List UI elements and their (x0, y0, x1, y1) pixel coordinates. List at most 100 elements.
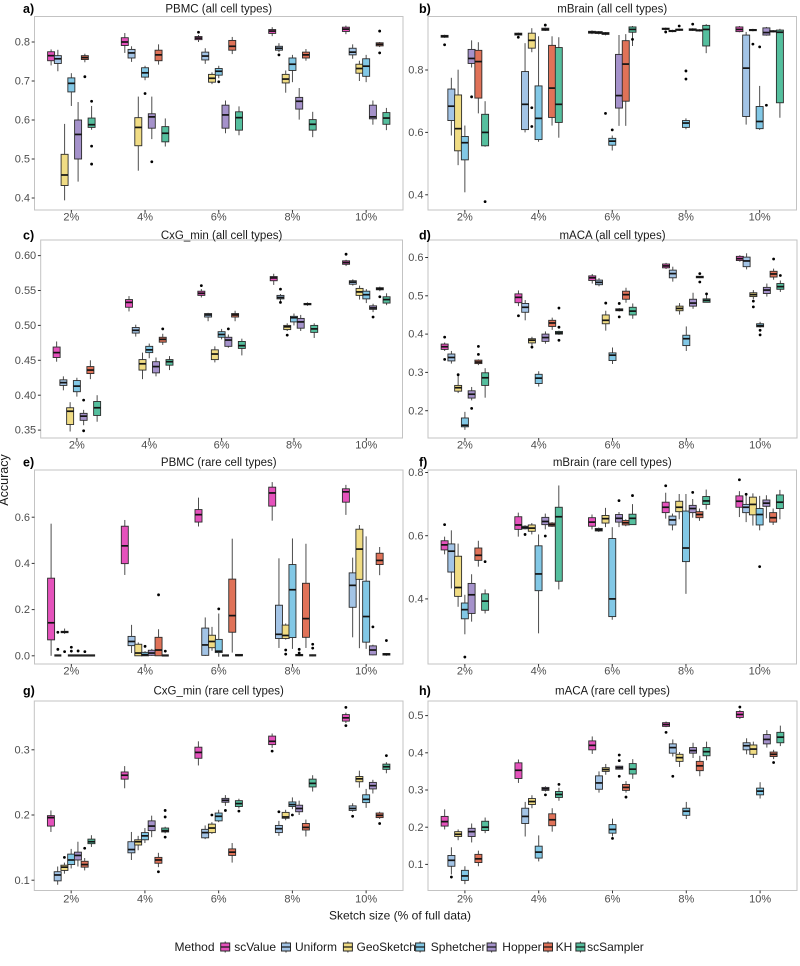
svg-text:0.4: 0.4 (408, 329, 423, 341)
svg-text:0.4: 0.4 (15, 558, 30, 570)
svg-text:0.8: 0.8 (408, 467, 423, 479)
svg-text:0.6: 0.6 (408, 530, 423, 542)
svg-text:2%: 2% (457, 666, 473, 678)
svg-text:6%: 6% (605, 894, 621, 906)
svg-text:8%: 8% (284, 212, 300, 224)
svg-text:4%: 4% (137, 212, 153, 224)
svg-text:0.5: 0.5 (15, 154, 30, 166)
svg-text:2%: 2% (63, 894, 79, 906)
svg-text:g): g) (23, 684, 35, 698)
svg-text:0.60: 0.60 (15, 250, 36, 262)
svg-text:mBrain (all cell types): mBrain (all cell types) (557, 4, 667, 16)
svg-text:8%: 8% (678, 894, 694, 906)
svg-text:6%: 6% (604, 212, 620, 224)
svg-text:f): f) (419, 456, 427, 470)
svg-text:b): b) (419, 2, 431, 16)
svg-text:0.3: 0.3 (408, 367, 423, 379)
svg-text:0.50: 0.50 (15, 320, 36, 332)
svg-text:4%: 4% (137, 894, 153, 906)
svg-text:0.8: 0.8 (408, 65, 423, 77)
svg-text:4%: 4% (531, 894, 547, 906)
svg-text:a): a) (23, 2, 34, 16)
svg-text:0.2: 0.2 (15, 604, 30, 616)
svg-text:10%: 10% (355, 212, 377, 224)
svg-text:scValue: scValue (234, 940, 276, 954)
svg-text:10%: 10% (355, 666, 377, 678)
svg-text:2%: 2% (457, 894, 473, 906)
svg-text:GeoSketch: GeoSketch (357, 940, 416, 954)
svg-text:6%: 6% (211, 212, 227, 224)
svg-text:4%: 4% (137, 666, 153, 678)
svg-text:0.4: 0.4 (408, 594, 423, 606)
svg-text:PBMC (all cell types): PBMC (all cell types) (165, 4, 272, 16)
svg-text:6%: 6% (604, 666, 620, 678)
svg-text:0.6: 0.6 (15, 115, 30, 127)
svg-text:scSampler: scSampler (587, 940, 644, 954)
svg-text:0.2: 0.2 (408, 405, 423, 417)
svg-text:10%: 10% (355, 894, 377, 906)
svg-text:8%: 8% (286, 440, 302, 452)
svg-text:0.6: 0.6 (408, 252, 423, 264)
svg-text:mBrain (rare cell types): mBrain (rare cell types) (553, 457, 672, 469)
svg-text:c): c) (23, 229, 34, 243)
svg-text:0.40: 0.40 (15, 390, 36, 402)
svg-text:Accuracy: Accuracy (0, 454, 11, 506)
svg-text:2%: 2% (457, 440, 473, 452)
svg-text:0.5: 0.5 (408, 290, 423, 302)
svg-text:10%: 10% (749, 666, 771, 678)
svg-text:4%: 4% (141, 440, 157, 452)
svg-text:8%: 8% (678, 212, 694, 224)
svg-text:mACA (all cell types): mACA (all cell types) (559, 230, 665, 242)
svg-text:0.1: 0.1 (408, 859, 423, 871)
svg-text:h): h) (419, 684, 431, 698)
svg-text:0.5: 0.5 (408, 710, 423, 722)
svg-text:Sphetcher: Sphetcher (431, 940, 486, 954)
svg-text:d): d) (419, 229, 431, 243)
svg-text:10%: 10% (355, 440, 377, 452)
svg-text:0.3: 0.3 (15, 744, 30, 756)
svg-text:2%: 2% (457, 212, 473, 224)
svg-text:6%: 6% (211, 666, 227, 678)
svg-text:PBMC (rare cell types): PBMC (rare cell types) (161, 457, 277, 469)
svg-text:CxG_min (rare cell types): CxG_min (rare cell types) (153, 686, 284, 698)
svg-text:2%: 2% (63, 212, 79, 224)
svg-text:6%: 6% (605, 440, 621, 452)
svg-text:8%: 8% (678, 440, 694, 452)
svg-text:0.2: 0.2 (15, 810, 30, 822)
svg-text:0.3: 0.3 (408, 785, 423, 797)
svg-text:0.4: 0.4 (408, 189, 423, 201)
svg-text:0.2: 0.2 (408, 822, 423, 834)
svg-text:0.7: 0.7 (15, 76, 30, 88)
svg-text:2%: 2% (69, 440, 85, 452)
svg-text:Hopper: Hopper (502, 940, 541, 954)
svg-text:Uniform: Uniform (295, 940, 337, 954)
svg-text:4%: 4% (531, 666, 547, 678)
svg-text:10%: 10% (749, 212, 771, 224)
svg-text:4%: 4% (531, 440, 547, 452)
svg-text:0.4: 0.4 (15, 193, 30, 205)
svg-text:e): e) (23, 456, 34, 470)
svg-text:0.6: 0.6 (15, 512, 30, 524)
svg-text:0.0: 0.0 (15, 650, 30, 662)
svg-text:Sketch size (% of full data): Sketch size (% of full data) (329, 909, 471, 923)
svg-text:0.1: 0.1 (15, 875, 30, 887)
svg-text:10%: 10% (749, 894, 771, 906)
svg-text:0.8: 0.8 (15, 37, 30, 49)
svg-text:mACA (rare cell types): mACA (rare cell types) (555, 686, 670, 698)
svg-text:6%: 6% (214, 440, 230, 452)
svg-text:KH: KH (556, 940, 573, 954)
svg-text:4%: 4% (531, 212, 547, 224)
svg-text:8%: 8% (284, 666, 300, 678)
svg-text:2%: 2% (63, 666, 79, 678)
svg-text:8%: 8% (678, 666, 694, 678)
svg-text:0.4: 0.4 (408, 747, 423, 759)
svg-text:0.35: 0.35 (15, 425, 36, 437)
svg-text:10%: 10% (749, 440, 771, 452)
svg-text:6%: 6% (211, 894, 227, 906)
svg-text:0.55: 0.55 (15, 285, 36, 297)
svg-text:CxG_min (all cell types): CxG_min (all cell types) (161, 230, 283, 242)
svg-text:0.6: 0.6 (408, 127, 423, 139)
svg-text:0.45: 0.45 (15, 355, 36, 367)
svg-text:8%: 8% (284, 894, 300, 906)
svg-text:Method: Method (175, 940, 215, 954)
